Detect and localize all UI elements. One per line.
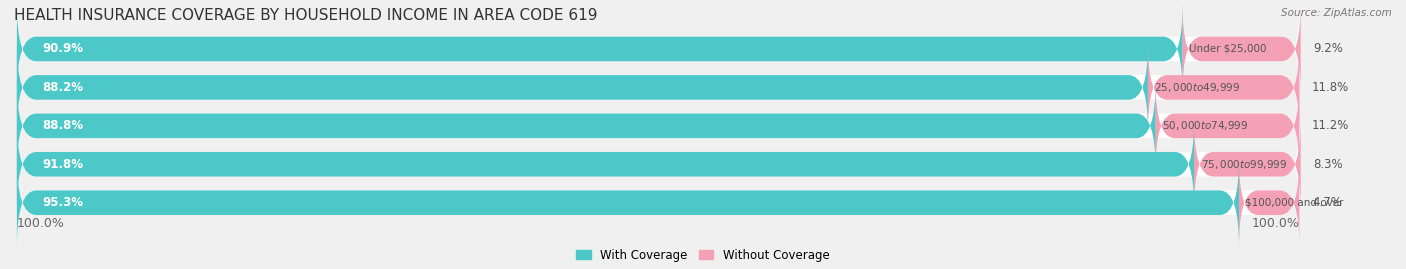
Text: 88.8%: 88.8% [42,119,84,132]
FancyBboxPatch shape [1156,80,1299,171]
Text: HEALTH INSURANCE COVERAGE BY HOUSEHOLD INCOME IN AREA CODE 619: HEALTH INSURANCE COVERAGE BY HOUSEHOLD I… [14,8,598,23]
Text: 90.9%: 90.9% [42,43,83,55]
FancyBboxPatch shape [1182,3,1301,94]
Text: 9.2%: 9.2% [1313,43,1343,55]
Text: 8.3%: 8.3% [1313,158,1343,171]
FancyBboxPatch shape [17,119,1299,210]
FancyBboxPatch shape [17,119,1194,210]
Text: 91.8%: 91.8% [42,158,83,171]
Text: 88.2%: 88.2% [42,81,83,94]
FancyBboxPatch shape [17,42,1149,133]
Text: $100,000 and over: $100,000 and over [1246,198,1344,208]
Text: 95.3%: 95.3% [42,196,83,209]
FancyBboxPatch shape [1194,119,1301,210]
Legend: With Coverage, Without Coverage: With Coverage, Without Coverage [572,244,834,266]
Text: $25,000 to $49,999: $25,000 to $49,999 [1154,81,1240,94]
FancyBboxPatch shape [17,80,1299,171]
Text: Source: ZipAtlas.com: Source: ZipAtlas.com [1281,8,1392,18]
Text: Under $25,000: Under $25,000 [1189,44,1267,54]
FancyBboxPatch shape [17,157,1239,248]
FancyBboxPatch shape [17,3,1182,94]
Text: 11.8%: 11.8% [1312,81,1350,94]
Text: $50,000 to $74,999: $50,000 to $74,999 [1161,119,1249,132]
Text: 100.0%: 100.0% [1251,217,1299,230]
Text: 4.7%: 4.7% [1312,196,1341,209]
FancyBboxPatch shape [17,3,1299,94]
FancyBboxPatch shape [17,42,1299,133]
FancyBboxPatch shape [1147,42,1299,133]
Text: 100.0%: 100.0% [17,217,65,230]
Text: 11.2%: 11.2% [1312,119,1350,132]
FancyBboxPatch shape [1239,157,1299,248]
FancyBboxPatch shape [17,157,1299,248]
Text: $75,000 to $99,999: $75,000 to $99,999 [1201,158,1286,171]
FancyBboxPatch shape [17,80,1156,171]
